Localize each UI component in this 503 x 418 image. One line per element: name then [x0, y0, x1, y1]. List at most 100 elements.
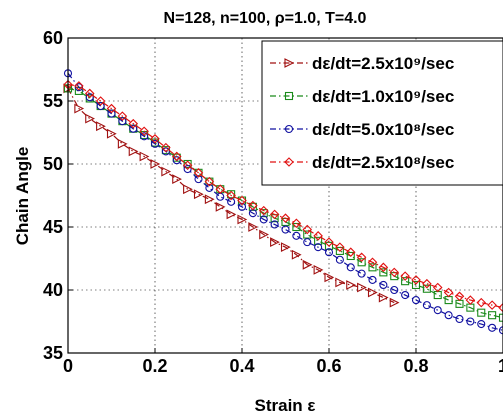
- diamond-marker: [237, 195, 247, 206]
- triangle-marker: [324, 272, 335, 283]
- diamond-marker: [335, 242, 345, 252]
- diamond-marker: [193, 168, 204, 178]
- legend-box: [261, 40, 503, 186]
- triangle-marker: [302, 259, 313, 270]
- triangle-marker: [96, 121, 106, 132]
- legend-label: dε/dt=2.5x10⁹/sec: [312, 54, 454, 73]
- diamond-marker: [269, 209, 280, 220]
- diamond-marker: [443, 287, 454, 298]
- triangle-marker: [237, 214, 248, 225]
- legend-label: dε/dt=5.0x10⁸/sec: [312, 120, 454, 139]
- diamond-marker: [106, 103, 117, 114]
- triangle-marker: [280, 242, 291, 253]
- legend-label: dε/dt=1.0x10⁹/sec: [312, 87, 454, 106]
- diamond-marker: [476, 297, 487, 308]
- square-marker: [488, 311, 497, 320]
- circle-marker: [498, 326, 503, 335]
- diamond-marker: [454, 291, 465, 302]
- triangle-marker: [291, 249, 302, 260]
- circle-marker: [379, 280, 388, 290]
- triangle-marker: [226, 209, 237, 220]
- chart-title: N=128, n=100, ρ=1.0, T=4.0: [164, 10, 367, 27]
- square-marker: [411, 280, 421, 290]
- triangle-marker: [248, 222, 259, 232]
- legend-label: dε/dt=2.5x10⁸/sec: [312, 153, 454, 172]
- circle-marker: [401, 290, 410, 300]
- triangle-marker: [378, 292, 389, 303]
- diamond-marker: [117, 111, 128, 121]
- legend: dε/dt=2.5x10⁹/sec dε/dt=1.0x10⁹/sec dε/dt=…: [261, 40, 503, 186]
- diamond-marker: [411, 275, 421, 285]
- y-tick-label: 35: [43, 343, 63, 363]
- x-tick-label: 0.6: [316, 356, 341, 376]
- diamond-marker: [356, 252, 367, 263]
- triangle-marker: [367, 287, 378, 298]
- circle-marker: [270, 220, 279, 229]
- square-marker: [284, 91, 294, 101]
- diamond-marker: [280, 213, 291, 223]
- circle-marker: [237, 202, 247, 211]
- diamond-marker: [324, 237, 334, 247]
- diamond-marker: [400, 271, 410, 281]
- diamond-marker: [226, 190, 236, 201]
- triangle-marker: [74, 103, 85, 114]
- circle-marker: [488, 323, 497, 332]
- diamond-marker: [74, 81, 84, 91]
- triangle-marker: [106, 128, 117, 139]
- circle-marker: [205, 183, 214, 192]
- circle-marker: [150, 139, 160, 148]
- diamond-marker: [291, 218, 302, 228]
- diamond-marker: [84, 88, 95, 99]
- circle-marker: [357, 269, 366, 278]
- square-marker: [292, 222, 301, 232]
- circle-marker: [335, 255, 344, 264]
- circle-marker: [129, 124, 138, 133]
- y-tick-label: 40: [43, 280, 63, 300]
- triangle-marker: [346, 280, 356, 290]
- circle-marker: [411, 296, 421, 305]
- y-axis-title: Chain Angle: [13, 147, 32, 246]
- diamond-marker: [487, 300, 497, 310]
- diamond-marker: [345, 247, 356, 257]
- diamond-marker: [182, 160, 193, 171]
- circle-marker: [96, 101, 105, 111]
- square-marker: [368, 263, 377, 272]
- triangle-marker: [215, 201, 226, 212]
- circle-marker: [346, 263, 355, 272]
- triangle-marker: [85, 113, 95, 124]
- x-axis-title: Strain ε: [255, 396, 316, 415]
- diamond-marker: [128, 118, 139, 129]
- circle-marker: [85, 93, 94, 102]
- y-tick-label: 45: [43, 217, 63, 237]
- square-marker: [259, 209, 268, 218]
- circle-marker: [183, 164, 192, 174]
- axes: 0 0.2 0.4 0.6 0.8 1 35 40 45 50 55 60: [43, 28, 503, 376]
- circle-marker: [284, 124, 294, 134]
- triangle-marker: [172, 174, 182, 185]
- triangle-marker: [335, 277, 346, 288]
- circle-marker: [324, 248, 334, 257]
- x-tick-label: 0.2: [142, 356, 167, 376]
- x-tick-label: 0.8: [403, 356, 428, 376]
- square-marker: [303, 230, 312, 239]
- square-marker: [401, 277, 410, 286]
- diamond-marker: [161, 142, 171, 153]
- circle-marker: [477, 319, 486, 329]
- diamond-marker: [248, 200, 258, 211]
- triangle-marker: [128, 146, 139, 157]
- diamond-marker: [215, 184, 226, 194]
- circle-marker: [466, 317, 475, 326]
- triangle-marker: [150, 159, 161, 169]
- diamond-marker: [139, 126, 149, 137]
- diamond-marker: [258, 205, 269, 216]
- triangle-marker: [389, 297, 400, 308]
- triangle-marker: [204, 194, 215, 205]
- circle-marker: [455, 314, 464, 324]
- series-4: [63, 79, 503, 313]
- triangle-marker: [193, 189, 204, 200]
- triangle-marker: [139, 151, 150, 162]
- x-tick-label: 0.4: [229, 356, 254, 376]
- triangle-marker: [313, 264, 324, 275]
- y-tick-label: 55: [43, 91, 63, 111]
- square-marker: [379, 268, 388, 277]
